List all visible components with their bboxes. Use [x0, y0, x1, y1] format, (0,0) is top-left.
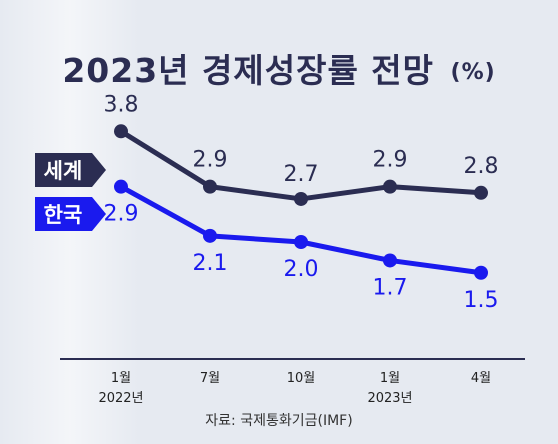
data-point [203, 179, 217, 194]
legend-box-한국 [35, 197, 106, 231]
data-label: 3.8 [104, 92, 139, 117]
legend-box-세계 [35, 153, 106, 187]
data-label: 1.7 [373, 275, 408, 300]
data-point [294, 191, 308, 206]
data-point [383, 179, 397, 194]
data-label: 2.7 [284, 162, 319, 187]
data-point [203, 228, 217, 243]
data-label: 1.5 [464, 288, 499, 313]
chart-title-unit: (%) [450, 60, 496, 85]
data-label: 2.9 [104, 202, 139, 227]
data-point [114, 124, 128, 139]
source-note: 자료: 국제통화기금(IMF) [205, 413, 353, 429]
x-tick-label: 1월 [380, 371, 400, 386]
data-point [383, 253, 397, 268]
chart-title: 2023년 경제성장률 전망 (%) [0, 44, 558, 92]
data-point [474, 265, 488, 280]
data-label: 2.0 [284, 257, 319, 282]
legend-label: 세계 [44, 159, 83, 183]
x-tick-sublabel: 2023년 [367, 391, 412, 406]
data-label: 2.9 [373, 148, 408, 173]
x-tick-label: 10월 [287, 371, 316, 386]
data-label: 2.9 [193, 148, 228, 173]
data-label: 2.1 [193, 251, 228, 276]
data-point [474, 185, 488, 200]
x-tick-label: 7월 [200, 371, 220, 386]
x-tick-label: 4월 [471, 371, 491, 386]
x-tick-label: 1월 [111, 371, 131, 386]
x-tick-sublabel: 2022년 [98, 391, 143, 406]
chart-title-text: 2023년 경제성장률 전망 [62, 51, 435, 90]
legend-label: 한국 [44, 203, 83, 227]
data-point [114, 179, 128, 194]
data-point [294, 235, 308, 249]
data-label: 2.8 [464, 154, 499, 179]
